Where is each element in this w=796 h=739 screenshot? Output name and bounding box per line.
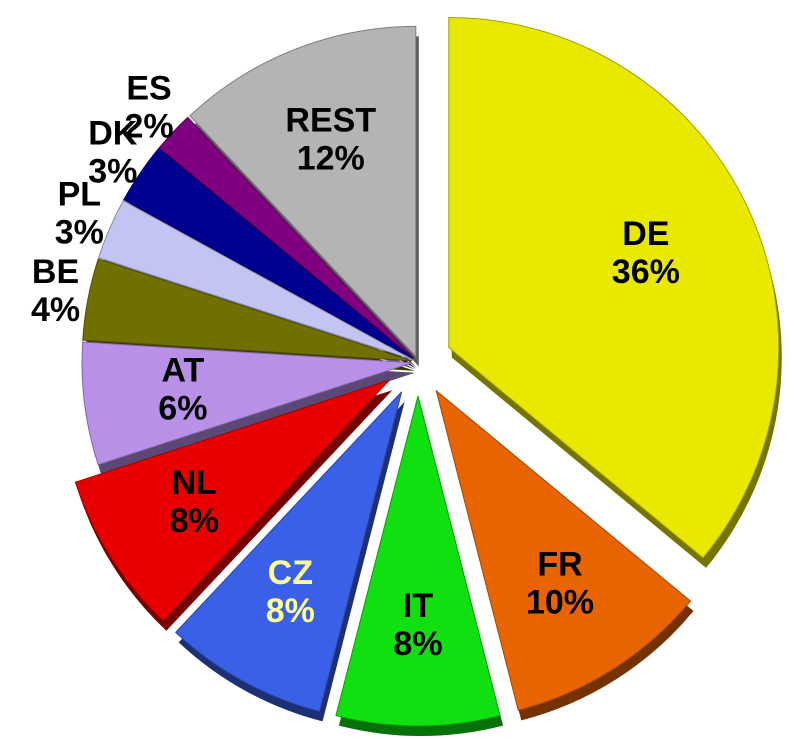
slice-value-label: 3% [55,213,104,251]
slice-label: REST [285,102,376,140]
slice-value-label: 8% [393,625,442,663]
slice-label: PL [58,175,101,213]
slice [123,147,414,360]
slice [175,391,403,713]
slice-label: NL [172,464,217,502]
slice-value-label: 10% [526,584,594,622]
slice-value-label: 8% [170,502,219,540]
slice [158,116,414,359]
slice-label: FR [537,546,582,584]
slice-label: IT [403,587,433,625]
slice-value-label: 3% [88,153,137,191]
slice [448,17,780,559]
slice-value-label: 6% [158,390,207,428]
slice [435,389,692,711]
slice-label: DK [88,115,138,153]
slice [335,395,501,727]
slice-value-label: 2% [124,107,173,145]
slice [98,199,413,361]
slice-label: DE [622,215,669,253]
slice [81,341,413,466]
slice [74,379,390,622]
slice-label: BE [32,253,79,291]
slice-value-label: 8% [266,592,315,630]
slice-value-label: 12% [297,140,365,178]
slice-label: AT [161,352,204,390]
slice-value-label: 36% [612,253,680,291]
slice [82,258,413,362]
slice [189,25,417,358]
slice-label: CZ [268,554,313,592]
slice-value-label: 4% [31,291,80,329]
slice-label: ES [126,69,171,107]
